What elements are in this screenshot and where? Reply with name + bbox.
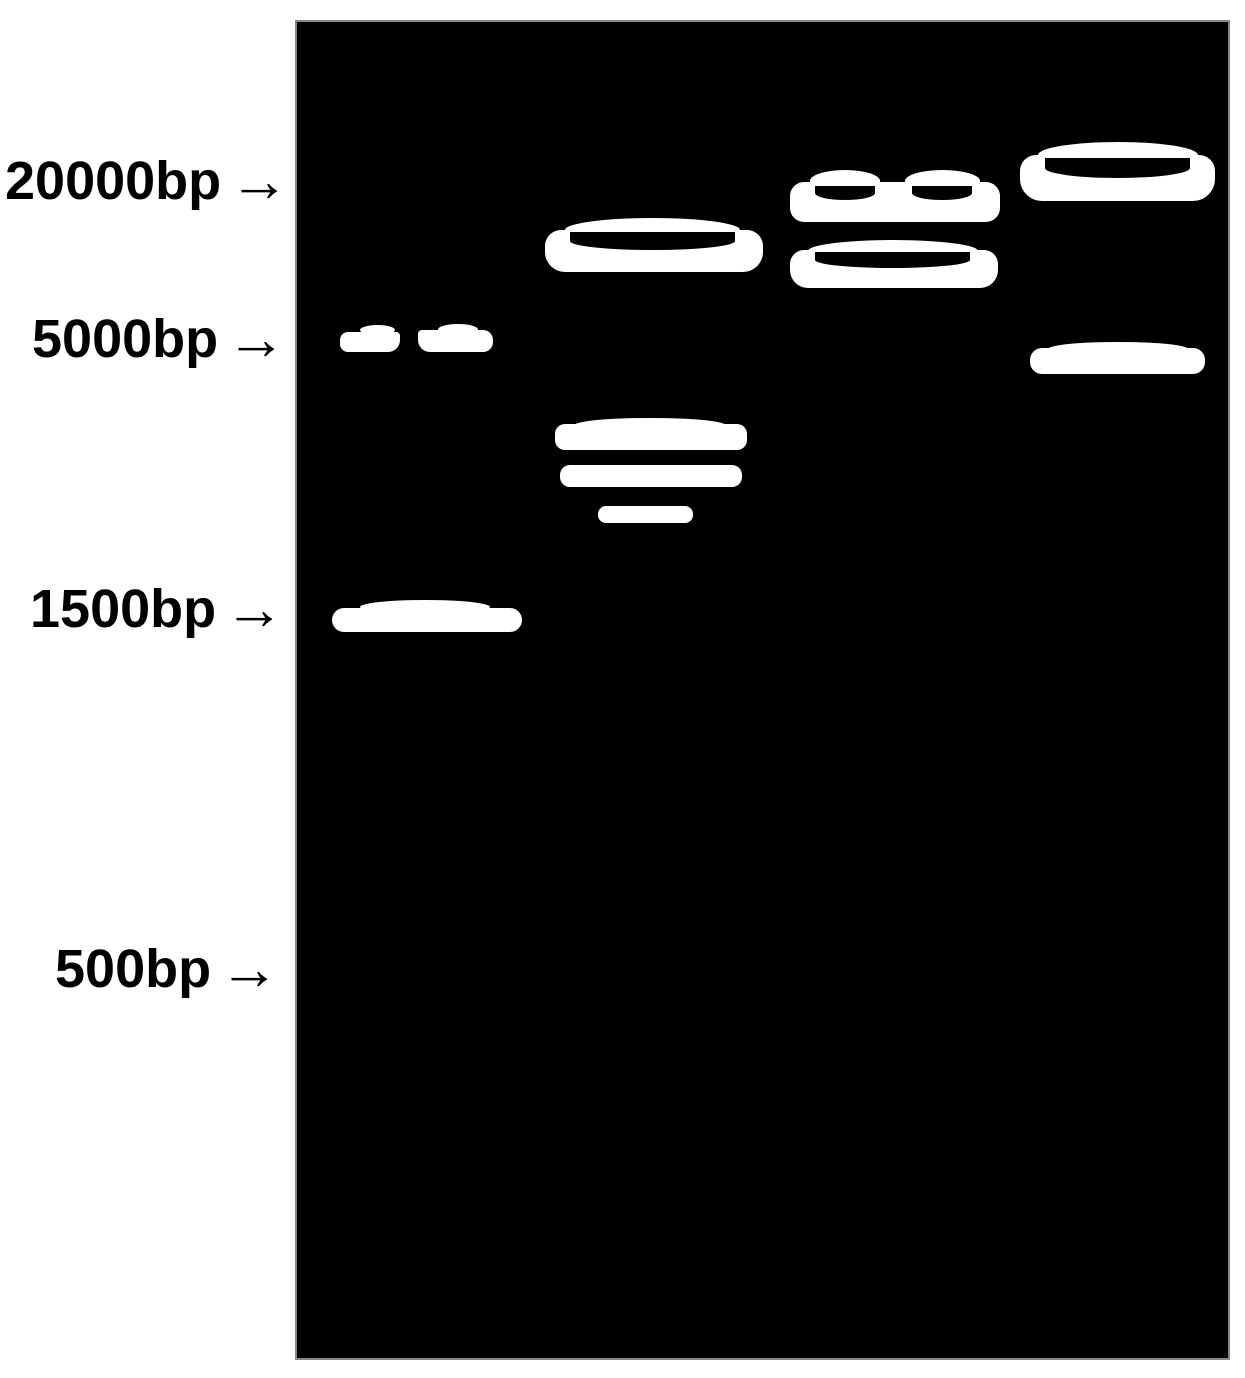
band-bglii-2-t (1048, 342, 1188, 356)
lane-label-ecori: EcoRI (818, 38, 1033, 125)
band-hindiii-1-smile (570, 232, 735, 250)
arrow-icon: → (224, 579, 284, 639)
marker-text: 20000bp (5, 150, 221, 212)
marker-text: 1500bp (30, 578, 216, 640)
gel-figure: M HindIII EcoRI BglII 20000bp → 5000bp →… (0, 0, 1245, 1378)
band-m-5000 (340, 332, 400, 352)
band-bglii-1-smile (1045, 158, 1190, 178)
marker-5000bp: 5000bp → (32, 308, 286, 370)
band-m-5000-notch2 (438, 324, 478, 335)
arrow-icon: → (219, 939, 279, 999)
marker-1500bp: 1500bp → (30, 578, 284, 640)
lane-label-m: M (400, 35, 467, 127)
band-m-5000-notch (360, 325, 395, 335)
marker-500bp: 500bp → (55, 938, 279, 1000)
band-ecori-2-smile (815, 252, 970, 268)
band-hindiii-3 (560, 465, 742, 487)
band-ecori-1-n2 (912, 186, 972, 200)
lane-label-hindiii: HindIII (537, 38, 775, 129)
band-ecori-1-n1 (815, 186, 875, 200)
gel-background (295, 20, 1230, 1360)
marker-20000bp: 20000bp → (5, 150, 289, 212)
arrow-icon: → (229, 151, 289, 211)
band-m-1500-top (360, 600, 490, 614)
lane-label-bglii: BglII (1042, 38, 1207, 125)
arrow-icon: → (226, 309, 286, 369)
band-hindiii-2-t (575, 418, 725, 432)
marker-text: 5000bp (32, 308, 218, 370)
band-hindiii-4 (598, 506, 693, 523)
marker-text: 500bp (55, 938, 211, 1000)
